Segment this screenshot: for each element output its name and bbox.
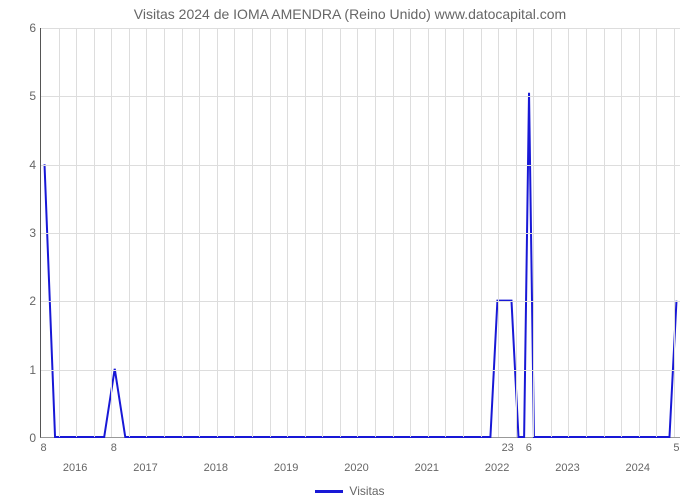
vgrid <box>410 28 411 437</box>
ytick-label: 1 <box>6 363 36 377</box>
value-label: 5 <box>673 442 679 454</box>
ytick-label: 3 <box>6 226 36 240</box>
value-label: 6 <box>526 442 532 454</box>
vgrid <box>481 28 482 437</box>
vgrid <box>322 28 323 437</box>
hgrid <box>41 96 680 97</box>
value-label: 8 <box>40 442 46 454</box>
legend: Visitas <box>0 484 700 498</box>
vgrid <box>551 28 552 437</box>
vgrid <box>357 28 358 437</box>
xtick-label: 2019 <box>274 462 298 474</box>
vgrid <box>94 28 95 437</box>
vgrid <box>59 28 60 437</box>
hgrid <box>41 370 680 371</box>
vgrid <box>463 28 464 437</box>
ytick-label: 6 <box>6 21 36 35</box>
plot-area <box>40 28 680 438</box>
visits-chart: Visitas 2024 de IOMA AMENDRA (Reino Unid… <box>0 0 700 500</box>
xtick-label: 2016 <box>63 462 87 474</box>
vgrid <box>533 28 534 437</box>
hgrid <box>41 301 680 302</box>
vgrid <box>340 28 341 437</box>
legend-swatch <box>315 490 343 493</box>
hgrid <box>41 233 680 234</box>
vgrid <box>498 28 499 437</box>
vgrid <box>428 28 429 437</box>
vgrid <box>656 28 657 437</box>
vgrid <box>393 28 394 437</box>
hgrid <box>41 165 680 166</box>
ytick-label: 4 <box>6 158 36 172</box>
vgrid <box>146 28 147 437</box>
value-label: 23 <box>502 442 514 454</box>
vgrid <box>445 28 446 437</box>
vgrid <box>199 28 200 437</box>
vgrid <box>111 28 112 437</box>
ytick-label: 2 <box>6 294 36 308</box>
value-label: 8 <box>111 442 117 454</box>
xtick-label: 2020 <box>344 462 368 474</box>
ytick-label: 5 <box>6 89 36 103</box>
vgrid <box>674 28 675 437</box>
vgrid <box>129 28 130 437</box>
xtick-label: 2017 <box>133 462 157 474</box>
ytick-label: 0 <box>6 431 36 445</box>
xtick-label: 2021 <box>415 462 439 474</box>
vgrid <box>164 28 165 437</box>
vgrid <box>182 28 183 437</box>
xtick-label: 2018 <box>204 462 228 474</box>
legend-label: Visitas <box>349 484 384 498</box>
xtick-label: 2024 <box>626 462 650 474</box>
vgrid <box>217 28 218 437</box>
xtick-label: 2022 <box>485 462 509 474</box>
xtick-label: 2023 <box>555 462 579 474</box>
vgrid <box>604 28 605 437</box>
hgrid <box>41 28 680 29</box>
vgrid <box>568 28 569 437</box>
vgrid <box>586 28 587 437</box>
vgrid <box>516 28 517 437</box>
vgrid <box>375 28 376 437</box>
vgrid <box>287 28 288 437</box>
vgrid <box>639 28 640 437</box>
vgrid <box>234 28 235 437</box>
vgrid <box>270 28 271 437</box>
vgrid <box>305 28 306 437</box>
vgrid <box>252 28 253 437</box>
vgrid <box>76 28 77 437</box>
chart-title: Visitas 2024 de IOMA AMENDRA (Reino Unid… <box>0 6 700 22</box>
vgrid <box>621 28 622 437</box>
